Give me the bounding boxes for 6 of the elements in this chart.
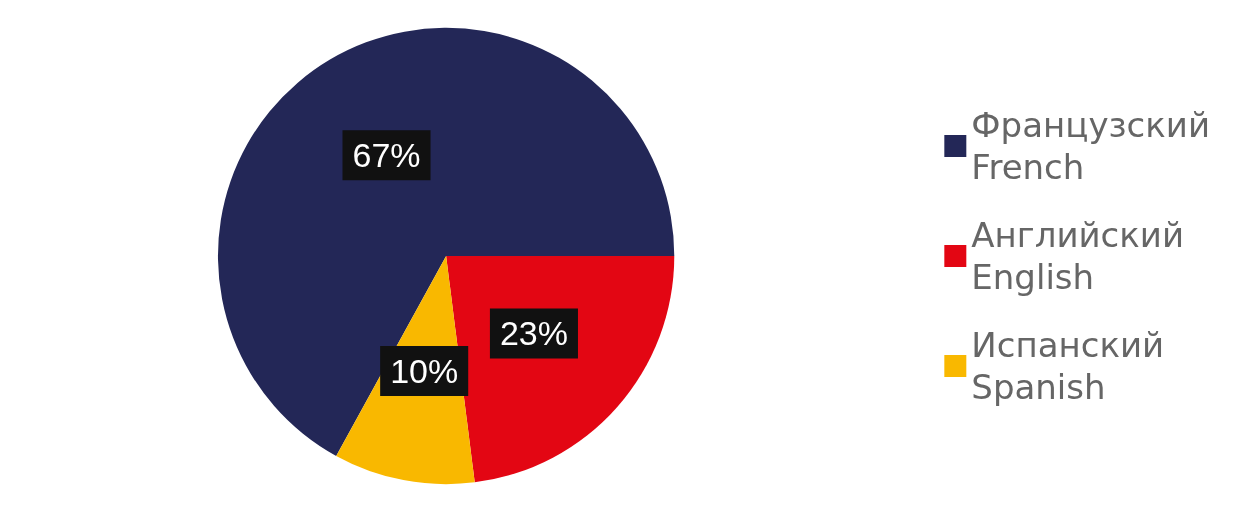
legend-label: Французский French bbox=[971, 105, 1211, 187]
data-label: 67% bbox=[352, 136, 421, 175]
legend-label: Испанский Spanish bbox=[971, 325, 1165, 407]
legend-label: Английский English bbox=[971, 215, 1185, 297]
data-label: 10% bbox=[390, 352, 459, 391]
data-label: 23% bbox=[499, 314, 568, 353]
